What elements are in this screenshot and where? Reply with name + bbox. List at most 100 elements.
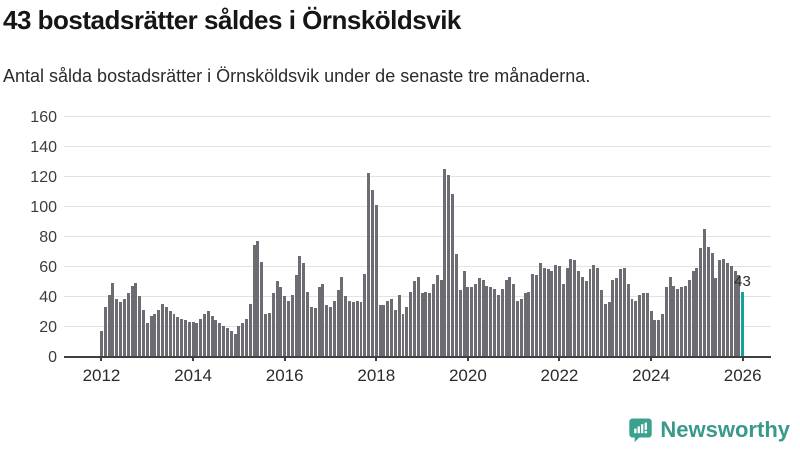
bar — [584, 281, 588, 356]
bar — [210, 315, 214, 356]
bar — [393, 309, 397, 356]
bar — [287, 300, 290, 356]
x-tick — [192, 356, 195, 361]
bar — [344, 296, 348, 356]
bar — [256, 240, 260, 356]
bar — [687, 279, 691, 356]
bar — [149, 315, 153, 356]
bar — [203, 314, 207, 356]
gridline — [64, 266, 771, 267]
bar — [336, 290, 340, 356]
bar — [206, 311, 210, 356]
bar — [122, 299, 126, 356]
bar — [412, 281, 416, 356]
bar — [508, 276, 512, 356]
bar — [195, 323, 199, 356]
bar — [306, 291, 310, 356]
bar — [477, 278, 481, 356]
bar — [161, 303, 165, 356]
y-tick-label: 40 — [39, 289, 57, 306]
bar — [725, 263, 729, 356]
bar — [428, 293, 432, 356]
plot-area — [64, 116, 771, 361]
bar — [138, 296, 142, 356]
bar — [580, 276, 584, 356]
bar — [187, 321, 191, 356]
bar — [603, 303, 607, 356]
bar — [706, 246, 710, 356]
bar — [328, 306, 332, 356]
x-tick — [741, 356, 744, 361]
x-tick-label: 2018 — [357, 366, 396, 385]
bar — [680, 287, 684, 356]
bar — [126, 293, 130, 356]
bar — [141, 309, 145, 356]
bar — [432, 284, 435, 356]
bar — [264, 314, 268, 356]
bar — [527, 291, 531, 356]
bar — [653, 320, 657, 356]
page-title: 43 bostadsrätter såldes i Örnsköldsvik — [3, 5, 461, 35]
bar — [241, 323, 245, 356]
bar — [630, 299, 634, 356]
bar — [424, 291, 428, 356]
bar — [435, 275, 439, 356]
bar — [157, 309, 161, 356]
gridline — [64, 206, 771, 207]
bar — [172, 314, 176, 356]
bar — [481, 279, 485, 356]
bar — [645, 293, 649, 356]
bar — [718, 260, 722, 356]
newsworthy-logo: Newsworthy — [628, 417, 790, 443]
bar — [100, 330, 103, 356]
bar — [565, 267, 569, 356]
bar — [622, 267, 626, 356]
bar — [214, 320, 218, 356]
bar — [367, 173, 371, 356]
bar — [191, 321, 195, 356]
x-tick — [100, 356, 103, 361]
bar — [134, 282, 138, 356]
bar — [657, 320, 661, 356]
bar — [382, 305, 386, 356]
bar — [340, 276, 344, 356]
bar — [225, 327, 229, 356]
bar — [309, 306, 313, 356]
bar — [451, 194, 455, 356]
y-tick-label: 60 — [39, 259, 57, 276]
bar — [229, 330, 233, 356]
bar — [599, 290, 603, 356]
x-tick — [558, 356, 561, 361]
current-value-label: 43 — [734, 272, 751, 290]
brand-text: Newsworthy — [660, 417, 790, 442]
y-tick-label: 120 — [30, 169, 57, 186]
bar — [577, 270, 581, 356]
bar — [332, 300, 336, 356]
bar — [466, 287, 470, 356]
bar — [275, 281, 279, 356]
x-tick-label: 2012 — [82, 366, 121, 385]
bar — [119, 302, 123, 356]
x-tick-label: 2026 — [723, 366, 762, 385]
newsworthy-bubble-chart-icon — [629, 418, 653, 443]
bar — [321, 284, 325, 356]
x-tick-label: 2022 — [540, 366, 579, 385]
bar — [107, 294, 111, 356]
bar — [695, 267, 699, 356]
bar — [531, 273, 535, 356]
x-tick-label: 2016 — [265, 366, 304, 385]
bar — [596, 267, 600, 356]
bar — [374, 204, 378, 356]
bar — [462, 270, 466, 356]
bar — [496, 294, 500, 356]
bar — [619, 269, 623, 356]
bar — [683, 285, 687, 356]
x-tick — [375, 356, 378, 361]
bar — [183, 320, 187, 356]
bar — [164, 306, 168, 356]
bar — [313, 308, 317, 356]
bar — [722, 258, 726, 356]
bar — [561, 284, 565, 356]
bar — [176, 317, 180, 356]
page-subtitle: Antal sålda bostadsrätter i Örnsköldsvik… — [3, 66, 591, 86]
